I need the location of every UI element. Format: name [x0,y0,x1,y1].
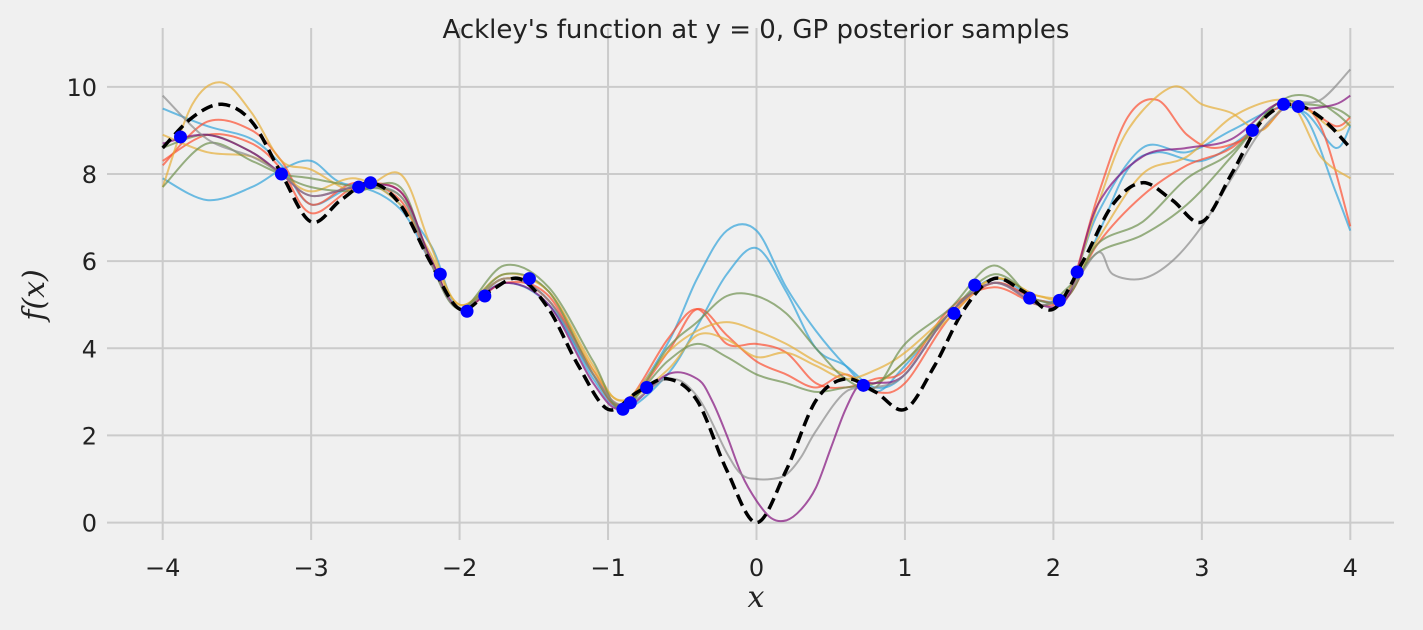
posterior-sample-line-8 [162,93,1351,406]
observation-point [1291,99,1305,113]
x-tick-label: −4 [145,554,180,582]
observation-point [968,278,982,292]
x-tick-label: 2 [1046,554,1061,582]
chart-title: Ackley's function at y = 0, GP posterior… [443,15,1070,45]
observation-point [1052,293,1066,307]
observation-point [1023,291,1037,305]
y-tick-label: 0 [82,510,97,538]
observation-point [640,381,654,394]
y-tick-label: 6 [82,248,97,276]
observation-point [1070,265,1084,279]
observation-point [947,306,961,320]
observation-point [1245,123,1259,137]
x-tick-label: −1 [590,554,625,582]
posterior-sample-line-9 [162,94,1351,523]
y-tick-label: 2 [82,422,97,450]
observation-point [433,267,447,281]
x-tick-label: 1 [897,554,912,582]
observation-point [352,180,366,194]
x-tick-label: −2 [442,554,477,582]
observations [174,97,1305,416]
posterior-sample-line-6 [162,98,1351,402]
grid [107,28,1394,540]
observation-point [623,396,637,410]
observation-point [460,304,474,318]
x-tick-label: 4 [1343,554,1358,582]
observation-point [522,272,536,286]
observation-point [478,289,492,303]
y-tick-label: 8 [82,161,97,189]
posterior-sample-line-2 [162,106,1352,411]
y-tick-label: 10 [66,74,97,102]
observation-point [364,176,378,190]
observation-point [856,378,870,392]
x-axis-label: x [748,580,765,615]
observation-point [174,130,188,144]
x-tick-label: −3 [293,554,328,582]
y-tick-label: 4 [82,335,97,363]
y-axis-label: f(x) [17,269,52,322]
observation-point [1277,97,1291,111]
tick-labels: −4 −3 −2 −1 0 1 2 3 4 0 2 4 6 8 10 [66,74,1357,582]
x-tick-label: 3 [1194,554,1209,582]
observation-point [274,167,288,181]
x-tick-label: 0 [749,554,764,582]
